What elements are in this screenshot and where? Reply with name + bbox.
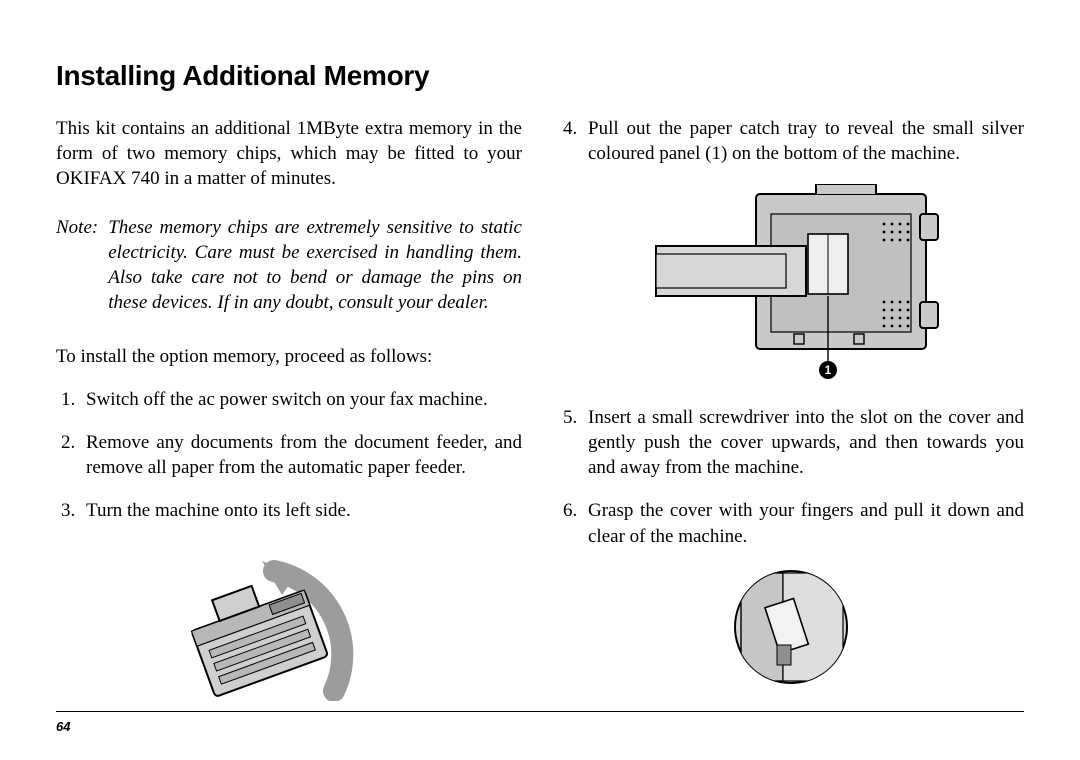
figure-underside-panel: 1 (558, 184, 1024, 391)
note-body: These memory chips are extremely sensiti… (108, 215, 522, 315)
page-title: Installing Additional Memory (56, 60, 1024, 92)
step-5: Insert a small screwdriver into the slot… (582, 405, 1024, 480)
note-block: Note: These memory chips are extremely s… (56, 215, 522, 315)
right-column: Pull out the paper catch tray to reveal … (558, 116, 1024, 722)
underside-schematic-icon: 1 (636, 184, 946, 384)
steps-list-right-a: Pull out the paper catch tray to reveal … (558, 116, 1024, 166)
note-label: Note: (56, 215, 98, 315)
figure-cover-closeup (558, 567, 1024, 694)
footer-rule (56, 711, 1024, 712)
steps-list-right-b: Insert a small screwdriver into the slot… (558, 405, 1024, 548)
two-column-layout: This kit contains an additional 1MByte e… (56, 116, 1024, 722)
step-1: Switch off the ac power switch on your f… (80, 387, 522, 412)
page-number: 64 (56, 719, 70, 734)
manual-page: Installing Additional Memory This kit co… (0, 0, 1080, 760)
step-3: Turn the machine onto its left side. (80, 498, 522, 523)
figure-machine-tipped (56, 541, 522, 708)
steps-list-left: Switch off the ac power switch on your f… (56, 387, 522, 523)
step-2: Remove any documents from the document f… (80, 430, 522, 480)
intro-paragraph: This kit contains an additional 1MByte e… (56, 116, 522, 191)
machine-tipped-icon (184, 541, 394, 701)
callout-1-label: 1 (825, 363, 832, 377)
cover-closeup-icon (731, 567, 851, 687)
procedure-lead: To install the option memory, proceed as… (56, 344, 522, 369)
step-6: Grasp the cover with your fingers and pu… (582, 498, 1024, 548)
step-4: Pull out the paper catch tray to reveal … (582, 116, 1024, 166)
left-column: This kit contains an additional 1MByte e… (56, 116, 522, 722)
